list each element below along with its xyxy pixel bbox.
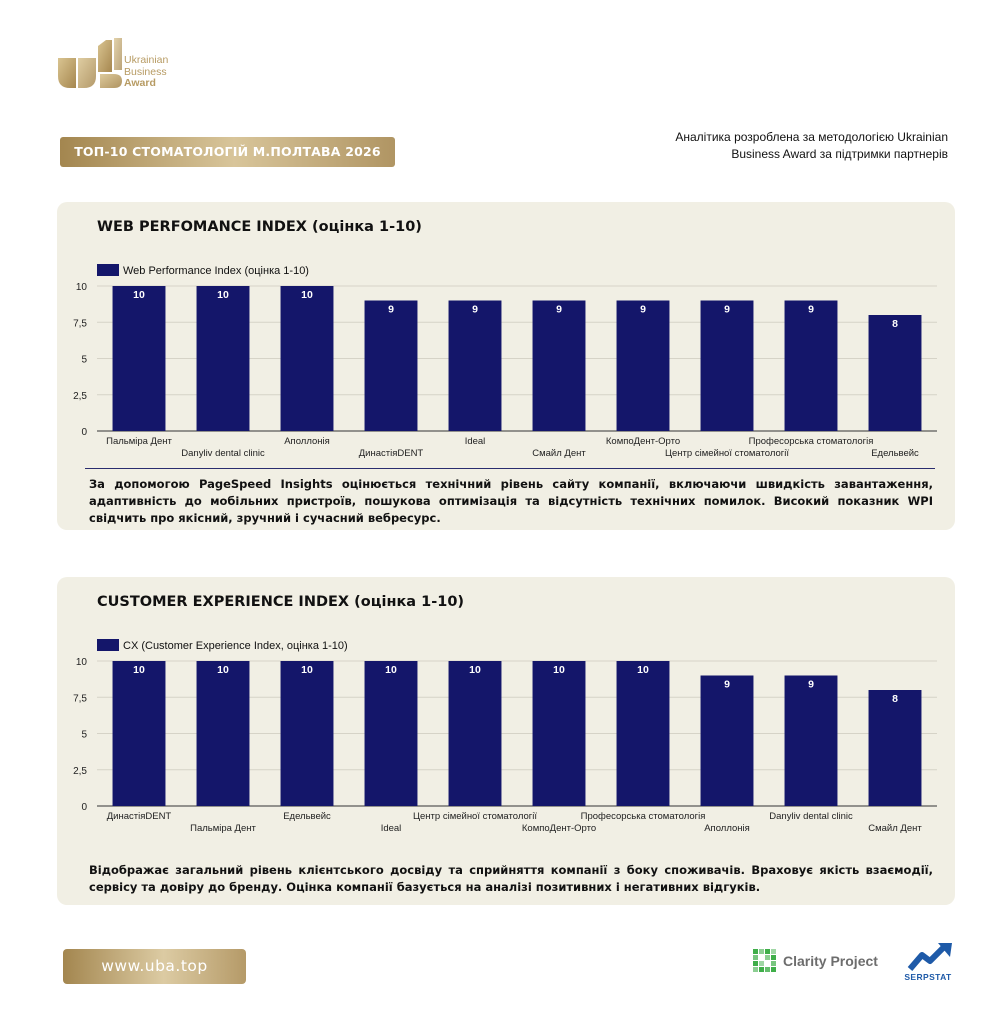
bar — [532, 300, 586, 431]
bar — [196, 661, 250, 806]
bar — [448, 300, 502, 431]
category-label: Професорська стоматологія — [749, 436, 874, 447]
page-title-badge: ТОП-10 СТОМАТОЛОГІЙ М.ПОЛТАВА 2026 — [60, 137, 395, 167]
bar-value-label: 9 — [808, 679, 814, 691]
bar-value-label: 9 — [388, 304, 394, 316]
y-tick-label: 5 — [81, 355, 87, 366]
category-label: Едельвейс — [871, 448, 919, 459]
bar — [196, 286, 250, 431]
category-label: КомпоДент-Орто — [606, 436, 680, 447]
uba-logo-text: Ukrainian Business Award — [124, 54, 169, 90]
category-label: Аполлонія — [284, 436, 330, 447]
category-label: КомпоДент-Орто — [522, 823, 596, 834]
y-tick-label: 7,5 — [73, 693, 87, 704]
logo-line-2: Business — [124, 65, 167, 78]
bar-value-label: 10 — [301, 289, 313, 301]
serpstat-label: SERPSTAT — [904, 972, 952, 982]
wpi-chart: Web Performance Index (оцінка 1-10) 0 2,5 5… — [73, 264, 937, 459]
y-tick-label: 7,5 — [73, 318, 87, 329]
bar-value-label: 9 — [724, 679, 730, 691]
bar-value-label: 10 — [469, 664, 481, 676]
category-label: Danyliv dental clinic — [181, 448, 265, 459]
bar-value-label: 10 — [301, 664, 313, 676]
cx-title: CUSTOMER EXPERIENCE INDEX (оцінка 1-10) — [97, 594, 465, 610]
legend-swatch — [97, 264, 119, 276]
category-label: Центр сімейної стоматології — [413, 811, 537, 822]
cx-panel: CUSTOMER EXPERIENCE INDEX (оцінка 1-10) … — [57, 577, 955, 905]
category-label: Центр сімейної стоматології — [665, 448, 789, 459]
bar-value-label: 10 — [133, 664, 145, 676]
wpi-title: WEB PERFOMANCE INDEX (оцінка 1-10) — [97, 219, 422, 235]
wpi-description: За допомогою PageSpeed Insights оцінюєть… — [89, 477, 933, 525]
bar — [700, 675, 754, 806]
bar-value-label: 10 — [553, 664, 565, 676]
category-label: ДинастіяDENT — [107, 811, 172, 822]
bar-value-label: 10 — [217, 289, 229, 301]
bar — [616, 661, 670, 806]
bar — [280, 286, 334, 431]
wpi-divider — [85, 468, 935, 469]
bar — [364, 300, 418, 431]
category-label: ДинастіяDENT — [359, 448, 424, 459]
serpstat-logo: SERPSTAT — [900, 941, 956, 982]
bar-value-label: 8 — [892, 693, 898, 705]
category-label: Професорська стоматологія — [581, 811, 706, 822]
bar — [448, 661, 502, 806]
y-tick-label: 10 — [76, 282, 88, 293]
bar — [784, 675, 838, 806]
legend-label: Web Performance Index (оцінка 1-10) — [123, 265, 309, 277]
bar — [532, 661, 586, 806]
category-label: Смайл Дент — [868, 823, 922, 834]
clarity-project-logo: Clarity Project — [753, 948, 878, 974]
category-label: Пальміра Дент — [106, 436, 172, 447]
cx-chart: CX (Customer Experience Index, оцінка 1-… — [73, 639, 937, 834]
y-tick-label: 0 — [81, 802, 87, 813]
category-label: Едельвейс — [283, 811, 331, 822]
bar-value-label: 10 — [637, 664, 649, 676]
category-label: Danyliv dental clinic — [769, 811, 853, 822]
bar-value-label: 9 — [724, 304, 730, 316]
bar-value-label: 10 — [385, 664, 397, 676]
bar-value-label: 10 — [133, 289, 145, 301]
bar — [868, 690, 922, 806]
clarity-project-label: Clarity Project — [783, 953, 878, 969]
serpstat-icon — [907, 943, 952, 971]
bar-value-label: 9 — [472, 304, 478, 316]
y-tick-label: 0 — [81, 427, 87, 438]
bar-value-label: 10 — [217, 664, 229, 676]
category-label: Аполлонія — [704, 823, 750, 834]
bar — [616, 300, 670, 431]
website-link[interactable]: www.uba.top — [63, 949, 246, 984]
legend-swatch — [97, 639, 119, 651]
uba-logo — [56, 36, 186, 92]
bar-value-label: 9 — [640, 304, 646, 316]
bar — [280, 661, 334, 806]
logo-line-3: Award — [124, 77, 156, 89]
bar — [364, 661, 418, 806]
cx-description: Відображає загальний рівень клієнтського… — [89, 863, 933, 894]
bar-value-label: 9 — [808, 304, 814, 316]
category-label: Смайл Дент — [532, 448, 586, 459]
clarity-project-icon — [753, 949, 776, 972]
y-tick-label: 2,5 — [73, 766, 87, 777]
logo-line-1: Ukrainian — [124, 54, 169, 66]
wpi-panel: WEB PERFOMANCE INDEX (оцінка 1-10) Web P… — [57, 202, 955, 530]
category-label: Ideal — [381, 823, 402, 834]
category-label: Пальміра Дент — [190, 823, 256, 834]
category-label: Ideal — [465, 436, 486, 447]
uba-logo-mark — [58, 38, 122, 88]
bar — [112, 286, 166, 431]
legend-label: CX (Customer Experience Index, оцінка 1-… — [123, 640, 348, 652]
bar — [868, 315, 922, 431]
y-tick-label: 5 — [81, 730, 87, 741]
bar-value-label: 9 — [556, 304, 562, 316]
y-tick-label: 10 — [76, 657, 88, 668]
bar — [784, 300, 838, 431]
y-tick-label: 2,5 — [73, 391, 87, 402]
analytics-note: Аналітика розроблена за методологією Ukr… — [675, 130, 948, 161]
bar — [700, 300, 754, 431]
bar-value-label: 8 — [892, 318, 898, 330]
bar — [112, 661, 166, 806]
